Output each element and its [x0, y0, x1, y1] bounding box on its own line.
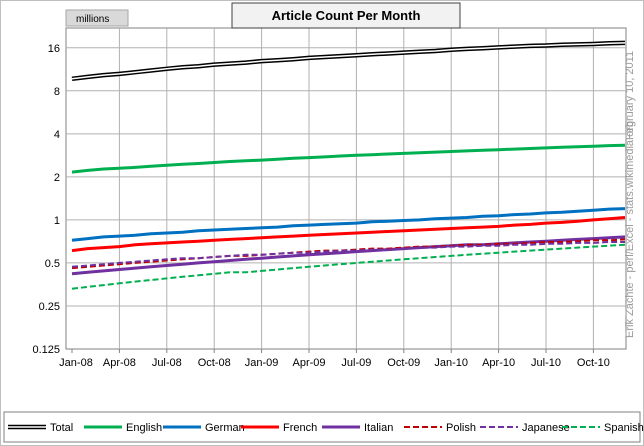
- x-tick-label: Apr-10: [482, 357, 515, 369]
- series-line-spanish: [71, 243, 626, 290]
- legend: Total English German French Italian Polish Jap…: [8, 422, 644, 434]
- series-line-japanese: [71, 241, 625, 268]
- series-line-total-inner: [71, 42, 626, 80]
- x-tick-label: Jan-10: [434, 357, 468, 369]
- x-tick-label: Jan-09: [245, 357, 279, 369]
- date-note: February 10, 2011: [624, 51, 636, 140]
- y-tick-label: 0.125: [32, 344, 60, 356]
- legend-label-french: French: [283, 422, 317, 434]
- x-tick-label: Jul-08: [152, 357, 182, 369]
- x-tick-label: Oct-09: [387, 357, 420, 369]
- series-lines: [71, 40, 626, 290]
- y-tick-label: 1: [54, 215, 60, 227]
- legend-label-spanish: Spanish: [604, 422, 644, 434]
- x-tick-label: Jan-08: [59, 357, 93, 369]
- plot-area: [65, 27, 627, 350]
- series-line-german: [71, 207, 626, 242]
- x-tick-label: Apr-09: [292, 357, 325, 369]
- chart-title: Article Count Per Month: [272, 8, 421, 23]
- title-box: [231, 2, 461, 29]
- x-tick-label: Oct-10: [577, 357, 610, 369]
- x-tick-label: Jul-10: [531, 357, 561, 369]
- series-line-english: [71, 143, 626, 174]
- legend-label-japanese: Japanese: [522, 422, 570, 434]
- y-tick-label: 8: [54, 86, 60, 98]
- x-tick-label: Jul-09: [341, 357, 371, 369]
- y-tick-label: 4: [54, 129, 60, 141]
- x-axis: Jan-08 Apr-08 Jul-08 Oct-08 Jan-09 Apr-09 Jul-…: [59, 349, 610, 369]
- x-tick-label: Apr-08: [103, 357, 136, 369]
- legend-label-polish: Polish: [446, 422, 476, 434]
- ylabel-box: [65, 9, 129, 27]
- series-line-polish: [71, 238, 626, 270]
- y-tick-label: 0.5: [45, 258, 60, 270]
- credit-note: Erik Zachte - perl/Excel - stats.wikimed…: [624, 121, 636, 338]
- legend-label-italian: Italian: [364, 422, 393, 434]
- y-axis: 16 8 4 2 1 0.5 0.25 0.125: [32, 43, 60, 356]
- legend-label-english: English: [126, 422, 162, 434]
- y-tick-label: 0.25: [39, 301, 60, 313]
- series-line-french: [71, 216, 626, 253]
- y-axis-label: millions: [76, 14, 109, 25]
- legend-label-german: German: [205, 422, 245, 434]
- y-tick-label: 16: [48, 43, 60, 55]
- x-tick-label: Oct-08: [198, 357, 231, 369]
- y-tick-label: 2: [54, 172, 60, 184]
- legend-label-total: Total: [50, 422, 73, 434]
